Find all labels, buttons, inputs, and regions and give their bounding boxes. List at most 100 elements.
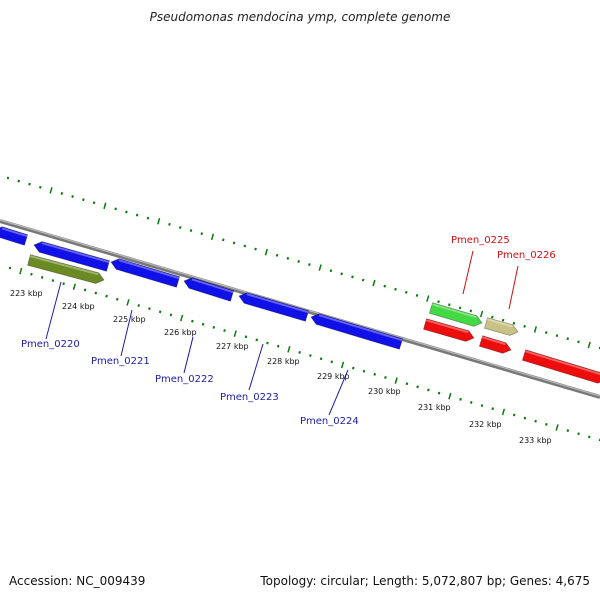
- gene-highlight: [191, 278, 234, 294]
- kbp-label: 229 kbp: [317, 372, 350, 381]
- outer-tick: [383, 284, 387, 288]
- inner-tick: [223, 329, 226, 332]
- inner-tick: [566, 429, 570, 433]
- kbp-label: 232 kbp: [469, 420, 502, 429]
- outer-tick: [372, 279, 376, 287]
- outer-tick: [329, 269, 333, 273]
- outer-tick: [82, 198, 85, 202]
- gene-arrow-pmen_0223[interactable]: [238, 292, 310, 322]
- inner-tick: [212, 325, 216, 329]
- gene-arrow-olive[interactable]: [27, 254, 105, 284]
- inner-tick: [351, 366, 355, 370]
- outer-tick: [146, 216, 150, 220]
- gene-arrow-pmen_0220[interactable]: [33, 241, 110, 272]
- gene-arrow-pmen_0224[interactable]: [310, 313, 404, 350]
- gene-label-leader: [248, 343, 264, 391]
- inner-tick: [319, 357, 323, 361]
- inner-tick: [416, 385, 419, 389]
- gene-label-pmen_0226[interactable]: Pmen_0226: [497, 250, 556, 261]
- outer-tick: [221, 238, 225, 242]
- outer-tick: [189, 229, 193, 232]
- inner-tick: [169, 313, 173, 317]
- outer-tick: [308, 263, 311, 266]
- gene-label-pmen_0225[interactable]: Pmen_0225: [451, 235, 510, 246]
- gene-label-pmen_0223[interactable]: Pmen_0223: [220, 392, 279, 403]
- backbone-highlight: [0, 219, 600, 397]
- gene-arrow-red-2[interactable]: [478, 335, 512, 354]
- gene-label-pmen_0222[interactable]: Pmen_0222: [155, 374, 214, 385]
- inner-tick: [491, 407, 495, 411]
- gene-arrow-red-1[interactable]: [423, 318, 475, 342]
- outer-tick: [286, 256, 290, 260]
- outer-tick: [437, 300, 440, 304]
- outer-tick: [458, 306, 462, 310]
- outer-tick: [448, 303, 451, 307]
- outer-tick: [125, 210, 128, 214]
- gene-highlight: [29, 255, 99, 276]
- gene-arrow-g-left-partial[interactable]: [0, 226, 29, 246]
- inner-tick-ring: [8, 266, 600, 442]
- gene-label-leader: [45, 281, 62, 340]
- gene-highlight: [425, 319, 469, 334]
- outer-tick: [178, 226, 182, 229]
- inner-tick: [233, 330, 237, 337]
- gene-arrow-pmen_0225[interactable]: [428, 302, 483, 327]
- kbp-label: 227 kbp: [216, 342, 249, 351]
- outer-tick: [479, 310, 484, 318]
- outer-tick: [501, 318, 505, 322]
- inner-tick: [126, 299, 130, 306]
- kbp-label: 226 kbp: [164, 328, 197, 337]
- outer-tick: [491, 315, 494, 319]
- inner-tick: [394, 377, 398, 384]
- inner-tick: [555, 424, 559, 431]
- inner-tick: [448, 392, 452, 400]
- outer-tick: [103, 202, 107, 210]
- outer-tick: [92, 201, 96, 205]
- gene-label-pmen_0221[interactable]: Pmen_0221: [91, 356, 150, 367]
- outer-tick: [71, 195, 74, 198]
- outer-tick: [351, 275, 354, 279]
- gene-label-pmen_0220[interactable]: Pmen_0220: [21, 339, 80, 350]
- inner-tick: [40, 275, 44, 279]
- outer-tick: [17, 179, 21, 183]
- outer-tick: [135, 213, 139, 217]
- outer-tick: [318, 264, 322, 271]
- inner-tick: [62, 282, 65, 286]
- gene-arrow-pmen_0222[interactable]: [183, 277, 235, 302]
- outer-tick: [38, 185, 42, 189]
- inner-tick: [201, 322, 205, 326]
- gene-label-leader: [183, 336, 194, 374]
- inner-tick: [287, 346, 291, 353]
- outer-tick: [200, 232, 204, 236]
- gene-label-leader: [328, 369, 349, 416]
- outer-tick: [533, 326, 538, 333]
- inner-tick: [405, 382, 409, 386]
- outer-tick: [264, 248, 268, 256]
- gene-highlight: [318, 314, 403, 342]
- inner-tick: [83, 288, 87, 292]
- outer-tick: [577, 340, 580, 344]
- gene-arrow-pmen_0226[interactable]: [484, 317, 519, 336]
- gene-highlight: [486, 318, 513, 328]
- inner-tick: [94, 291, 98, 295]
- outer-tick-ring: [6, 176, 600, 350]
- outer-tick: [243, 244, 247, 248]
- gene-arrow-red-3[interactable]: [521, 349, 600, 384]
- inner-tick: [459, 397, 462, 401]
- outer-tick: [566, 337, 570, 341]
- inner-tick: [437, 391, 441, 395]
- gene-arrow-pmen_0221[interactable]: [110, 258, 181, 288]
- outer-tick: [426, 295, 430, 302]
- gene-track: [0, 226, 600, 384]
- inner-tick: [158, 310, 162, 314]
- inner-tick: [545, 422, 548, 426]
- inner-tick: [587, 435, 591, 439]
- inner-tick: [255, 338, 259, 342]
- kbp-label: 223 kbp: [10, 289, 43, 298]
- outer-tick: [6, 176, 10, 180]
- outer-tick: [512, 321, 516, 325]
- inner-tick: [30, 272, 33, 276]
- kbp-label: 230 kbp: [368, 387, 401, 396]
- gene-label-pmen_0224[interactable]: Pmen_0224: [300, 416, 359, 427]
